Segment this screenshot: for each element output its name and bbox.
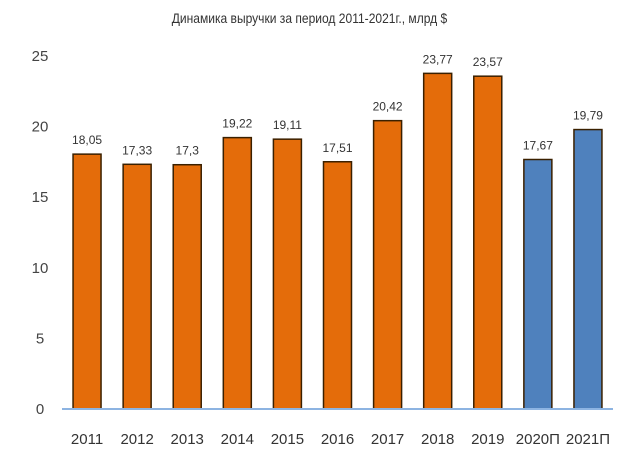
- y-axis: 0 5 10 15 20 25: [32, 48, 49, 418]
- bar: [72, 153, 102, 410]
- data-label: 17,33: [122, 143, 152, 157]
- data-label: 23,77: [423, 52, 453, 66]
- y-tick-label: 10: [32, 260, 49, 277]
- x-tick-label: 2015: [271, 431, 304, 448]
- data-label: 19,22: [222, 117, 252, 131]
- data-labels: 18,05 17,33 17,3 19,22 19,11 17,51 20,42 23,77 2…: [72, 52, 603, 157]
- x-tick-label: 2011: [71, 431, 103, 448]
- x-tick-label: 2019: [471, 431, 504, 448]
- x-axis: 2011 2012 2013 2014 2015 2016 2017 2018 2019 2020…: [71, 431, 610, 448]
- y-tick-label: 0: [36, 401, 44, 418]
- data-label: 17,67: [523, 138, 553, 152]
- x-tick-label: 2013: [171, 431, 204, 448]
- bar: [172, 163, 202, 410]
- data-label: 18,05: [72, 133, 102, 147]
- bar: [222, 136, 253, 410]
- data-label: 17,3: [176, 144, 200, 158]
- y-tick-label: 5: [36, 330, 44, 347]
- x-tick-label: 2012: [120, 431, 153, 448]
- bar-forecast: [573, 128, 603, 410]
- data-label: 17,51: [322, 141, 352, 155]
- bar: [272, 138, 303, 410]
- data-label: 20,42: [373, 100, 403, 114]
- data-label: 19,79: [573, 109, 603, 123]
- bars-group: [72, 72, 603, 410]
- bar: [372, 119, 403, 410]
- y-tick-label: 20: [32, 119, 49, 136]
- bar: [422, 72, 453, 410]
- x-tick-label: 2018: [421, 431, 454, 448]
- bar: [322, 161, 353, 410]
- bar: [473, 75, 503, 410]
- chart-title: Динамика выручки за период 2011-2021г., …: [171, 10, 448, 26]
- x-tick-label: 2014: [221, 431, 254, 448]
- x-tick-label: 2016: [321, 431, 354, 448]
- y-tick-label: 15: [32, 189, 49, 206]
- x-tick-label: 2020П: [516, 431, 560, 448]
- bar: [122, 163, 152, 410]
- bar-forecast: [523, 158, 553, 410]
- x-tick-label: 2017: [371, 431, 404, 448]
- y-tick-label: 25: [32, 48, 49, 65]
- data-label: 19,11: [273, 118, 302, 132]
- data-label: 23,57: [473, 55, 503, 69]
- x-tick-label: 2021П: [566, 431, 610, 448]
